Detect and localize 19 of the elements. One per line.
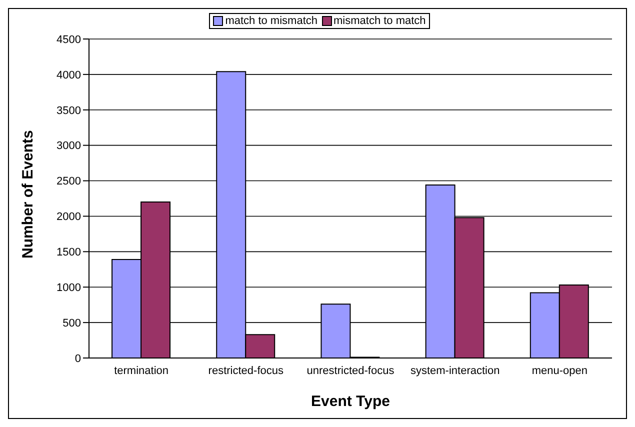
- x-axis-title: Event Type: [311, 393, 390, 410]
- y-axis-title: Number of Events: [19, 130, 36, 258]
- x-tick-label: restricted-focus: [208, 364, 284, 377]
- y-tick-label: 2500: [56, 176, 81, 188]
- y-tick-label: 3000: [56, 140, 81, 152]
- x-tick-label: unrestricted-focus: [306, 364, 395, 377]
- y-tick-label: 0: [74, 352, 81, 365]
- x-tick-label: system-interaction: [410, 364, 500, 377]
- y-tick-label: 2000: [56, 211, 81, 224]
- y-tick-label: 4500: [56, 34, 81, 46]
- y-tick-label: 3500: [56, 104, 81, 117]
- legend-label: mismatch to match: [332, 15, 426, 27]
- y-tick-label: 500: [62, 317, 81, 330]
- y-tick-label: 4000: [56, 69, 81, 82]
- x-tick-label: menu-open: [532, 364, 588, 377]
- x-tick-label: termination: [114, 364, 169, 377]
- legend-label: match to mismatch: [224, 15, 318, 27]
- y-tick-label: 1500: [56, 246, 81, 259]
- y-tick-label: 1000: [56, 282, 81, 294]
